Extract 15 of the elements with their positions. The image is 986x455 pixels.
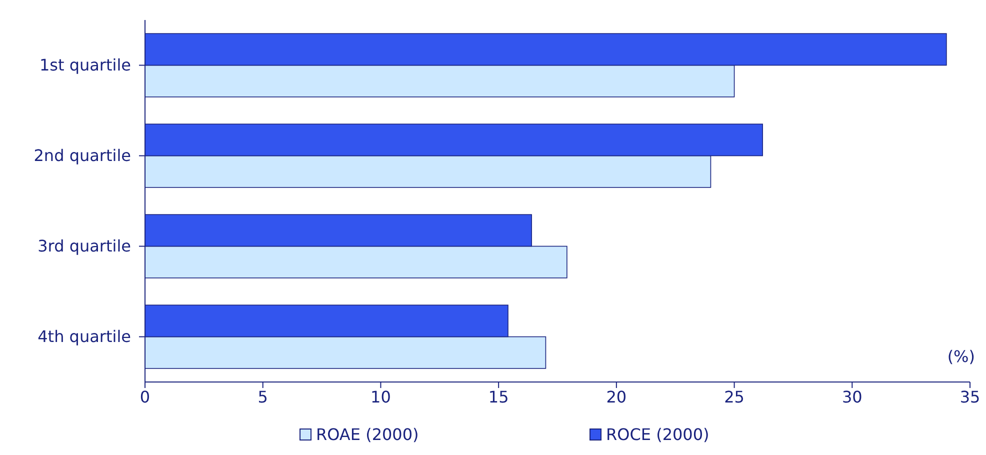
y-tick-label: 3rd quartile xyxy=(38,236,131,256)
x-tick-label: 30 xyxy=(842,387,862,406)
y-tick-label: 4th quartile xyxy=(38,326,131,346)
x-tick-label: 20 xyxy=(606,387,627,406)
x-tick-label: 0 xyxy=(140,387,150,406)
x-tick-label: 25 xyxy=(724,387,744,406)
legend-label: ROCE (2000) xyxy=(606,425,710,444)
x-tick-label: 10 xyxy=(370,387,391,406)
legend-label: ROAE (2000) xyxy=(316,425,419,444)
annotation: (%) xyxy=(947,347,975,366)
x-tick-label: 35 xyxy=(960,387,980,406)
y-tick-label: 1st quartile xyxy=(39,55,131,74)
y-tick-label: 2nd quartile xyxy=(34,146,131,165)
x-tick-label: 5 xyxy=(258,387,268,406)
x-tick-label: 15 xyxy=(488,387,509,406)
